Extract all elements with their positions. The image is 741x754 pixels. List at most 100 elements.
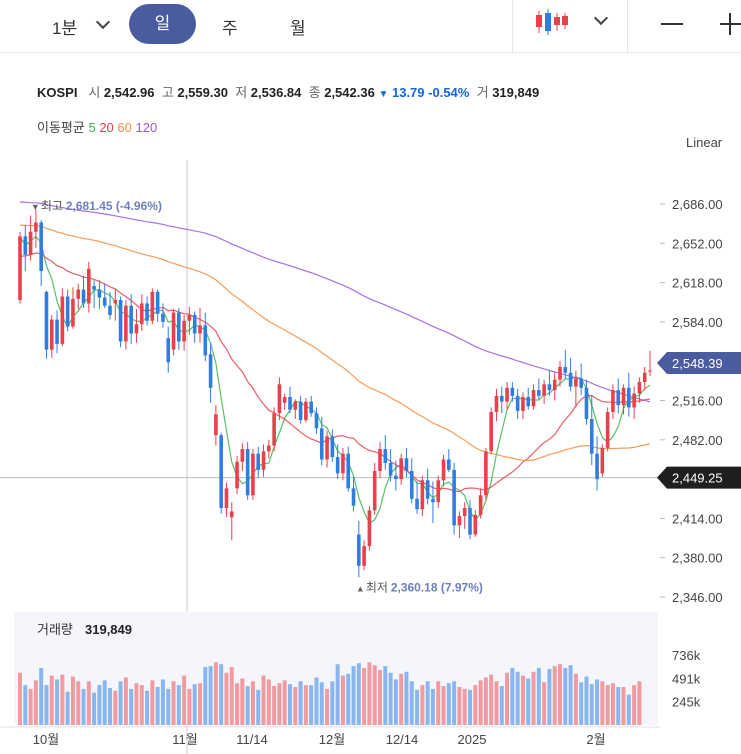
volume-bar	[150, 680, 155, 725]
volume-bar	[86, 681, 91, 725]
volume-bar	[531, 671, 536, 725]
candlestick-type-icon[interactable]	[535, 7, 569, 37]
candle-body	[76, 289, 81, 299]
close-label: 종	[308, 85, 321, 100]
candle-body	[351, 488, 356, 506]
tab-day[interactable]: 일	[129, 4, 196, 44]
volume-bar	[166, 688, 171, 725]
candle-body	[621, 387, 626, 406]
candle	[134, 309, 139, 343]
candle-body	[113, 299, 118, 304]
volume-bar	[409, 681, 414, 725]
volume-bar	[568, 665, 573, 725]
candle	[452, 462, 456, 535]
volume-tick-label: 736k	[672, 648, 701, 663]
tab-week[interactable]: 주	[222, 19, 238, 38]
candle-body	[304, 401, 308, 421]
zoom-out-icon[interactable]	[660, 12, 684, 36]
candle	[224, 482, 229, 518]
candle-body	[187, 314, 192, 321]
x-tick-label: 10월	[33, 732, 59, 747]
candle	[319, 416, 324, 466]
volume-bar	[108, 687, 112, 725]
volume-bar	[547, 668, 552, 725]
candle	[214, 405, 218, 446]
x-tick-label: 2025	[458, 732, 487, 747]
interval-select[interactable]: 1분	[52, 19, 78, 38]
volume-bar	[49, 675, 54, 725]
crosshair-price-label: 2,449.25	[672, 471, 723, 486]
candle-body	[574, 378, 578, 387]
y-tick-label: 2,686.00	[672, 197, 723, 212]
candle	[526, 387, 531, 410]
candle-body	[595, 453, 599, 480]
volume-bar	[610, 683, 615, 725]
candle	[563, 349, 568, 379]
candle-body	[34, 222, 38, 232]
ma120-line	[19, 201, 651, 403]
ma120-label: 120	[135, 120, 158, 135]
volume-bar	[510, 668, 515, 725]
volume-bar	[383, 666, 388, 725]
candle-body	[272, 413, 276, 446]
volume-bar	[415, 689, 420, 725]
volume-bar	[187, 688, 192, 725]
candle-body	[457, 516, 462, 526]
candle	[155, 289, 160, 322]
low-annotation-value: 2,360.18 (7.97%)	[391, 580, 483, 594]
candle	[325, 430, 329, 468]
volume-bar	[505, 672, 510, 725]
tab-month[interactable]: 월	[290, 19, 306, 38]
candle-body	[452, 469, 456, 526]
volume-bar	[70, 676, 75, 725]
candle	[129, 294, 133, 344]
volume-bar	[515, 671, 520, 725]
candle	[282, 393, 287, 410]
x-tick-label: 12월	[319, 732, 345, 747]
candle-body	[288, 397, 292, 410]
candle	[595, 436, 599, 491]
candle-body	[55, 319, 59, 344]
volume-bar	[171, 681, 176, 725]
candle-body	[521, 397, 525, 411]
candle	[489, 407, 493, 454]
scale-mode-button[interactable]: Linear	[686, 135, 723, 150]
volume-bar	[208, 666, 213, 725]
candle-body	[409, 471, 414, 499]
zoom-in-icon[interactable]	[718, 12, 741, 36]
candle-body	[251, 453, 255, 496]
volume-tick-label: 491k	[672, 671, 701, 686]
candle	[124, 299, 128, 350]
candle	[457, 511, 462, 539]
candle	[166, 326, 171, 373]
volume-bar	[76, 681, 81, 725]
candle	[309, 395, 313, 417]
volume-bar	[39, 668, 44, 725]
candle	[18, 231, 22, 304]
candle	[55, 310, 59, 354]
volume-panel-label: 거래량	[37, 622, 73, 637]
candle-body	[139, 303, 144, 325]
candle	[261, 444, 266, 477]
candle-body	[420, 480, 425, 510]
close-value: 2,542.36	[324, 85, 375, 100]
candle	[76, 283, 81, 310]
volume-bar	[28, 688, 33, 725]
candle-body	[18, 236, 22, 300]
candle-body	[335, 457, 340, 474]
volume-bar	[446, 683, 451, 725]
candle	[515, 388, 520, 419]
candle-body	[563, 366, 568, 373]
volume-bar	[600, 681, 605, 725]
moving-average-legend[interactable]: 이동평균 5 20 60 120	[37, 117, 157, 136]
high-value: 2,559.30	[177, 85, 228, 100]
volume-bar	[584, 676, 589, 725]
candle	[245, 442, 250, 500]
candle	[447, 449, 451, 473]
candle-body	[214, 414, 218, 436]
candle-body	[129, 305, 133, 334]
candle	[499, 386, 504, 414]
volume-bar	[134, 683, 139, 725]
candle-body	[632, 393, 636, 408]
